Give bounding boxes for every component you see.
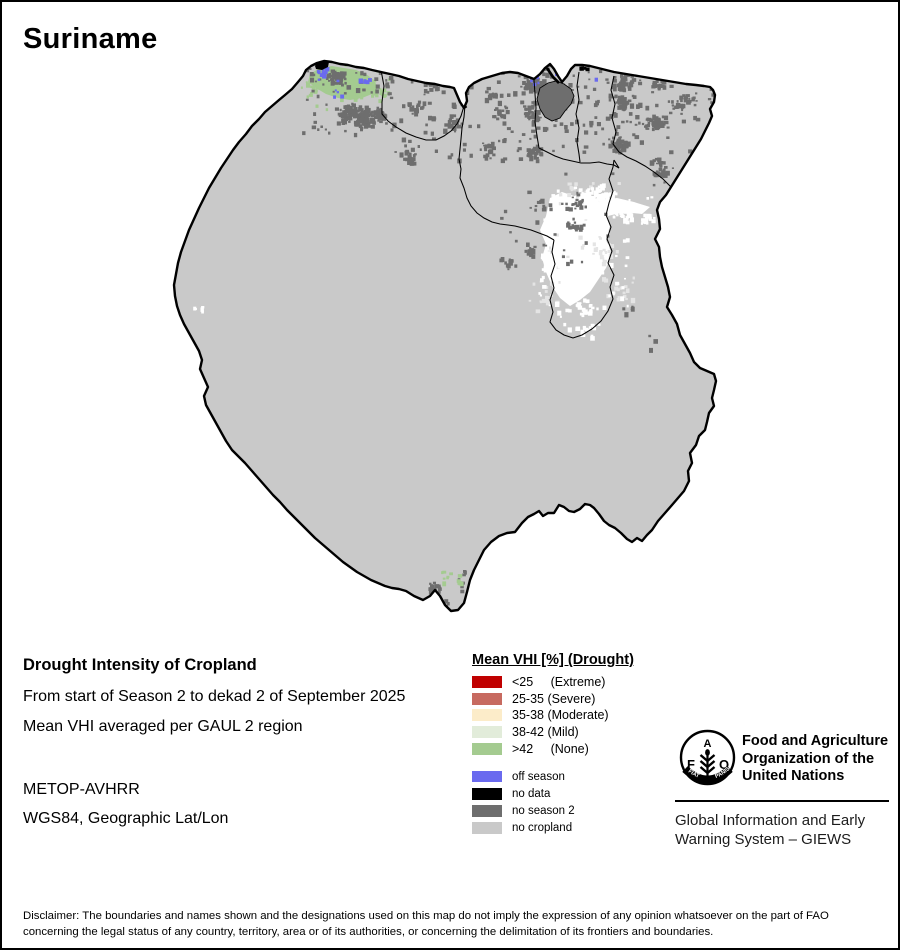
district-boundaries	[380, 69, 680, 339]
district-boundary-line	[533, 79, 540, 149]
legend-swatch	[472, 709, 502, 722]
fao-logo-icon: A F O FIAT PANIS	[679, 729, 736, 786]
legend-swatch	[472, 676, 502, 689]
legend-row: 38-42 (Mild)	[472, 724, 634, 741]
legend-row: 35-38 (Moderate)	[472, 707, 634, 724]
disclaimer-line2: concerning the legal status of any count…	[23, 926, 714, 939]
map-aggregation: Mean VHI averaged per GAUL 2 region	[23, 718, 303, 735]
district-boundary-line	[575, 71, 581, 163]
district-boundary-line	[610, 75, 680, 195]
legend-label: no cropland	[512, 822, 573, 835]
legend-label: off season	[512, 770, 565, 783]
sensor-label: METOP-AVHRR	[23, 781, 140, 798]
fao-letter-a: A	[704, 738, 712, 750]
fao-logo-ring	[679, 729, 736, 786]
legend-row: >42 (None)	[472, 740, 634, 757]
no-season2-speckles	[302, 61, 716, 611]
map-subtitle: Drought Intensity of Cropland	[23, 656, 257, 674]
wheat-ear-icon	[699, 749, 716, 776]
legend-swatch	[472, 822, 502, 834]
legend-other-classes: off season no data no season 2 no cropland	[472, 768, 634, 837]
district-boundary-line	[538, 147, 620, 169]
legend-label: >42 (None)	[512, 741, 589, 756]
fao-logo-ring-bottom	[682, 765, 733, 784]
district-boundary-line	[458, 104, 555, 241]
legend-swatch	[472, 692, 502, 705]
country-fill	[174, 61, 716, 611]
legend-label: 35-38 (Moderate)	[512, 708, 609, 723]
legend-label: no season 2	[512, 804, 575, 817]
disclaimer: Disclaimer: The boundaries and names sho…	[23, 908, 879, 940]
legend-label: <25 (Extreme)	[512, 675, 606, 690]
legend-drought-classes: <25 (Extreme) 25-35 (Severe) 35-38 (Modera…	[472, 674, 634, 757]
disclaimer-line1: Disclaimer: The boundaries and names sho…	[23, 910, 829, 922]
giews-label: Global Information and Early Warning Sys…	[675, 812, 866, 848]
fao-letter-f: F	[687, 757, 695, 772]
legend-swatch	[472, 770, 502, 783]
legend-swatch	[472, 726, 502, 739]
legend-row: <25 (Extreme)	[472, 674, 634, 691]
legend-row: off season	[472, 768, 634, 785]
footer-divider	[675, 800, 889, 803]
legend-swatch	[472, 805, 502, 817]
no-value-speckles	[193, 182, 656, 341]
fao-org-name: Food and Agriculture Organization of the…	[742, 733, 889, 784]
legend-row: no season 2	[472, 802, 634, 819]
projection-label: WGS84, Geographic Lat/Lon	[23, 810, 229, 827]
legend: Mean VHI [%] (Drought) <25 (Extreme) 25-3…	[472, 652, 634, 837]
district-boundary-line	[380, 69, 466, 141]
legend-row: no data	[472, 785, 634, 802]
fao-letter-o: O	[719, 757, 729, 772]
page-title: Suriname	[23, 23, 158, 55]
legend-title: Mean VHI [%] (Drought)	[472, 652, 634, 668]
legend-row: 25-35 (Severe)	[472, 691, 634, 708]
suriname-river-estuary	[545, 67, 560, 84]
fao-motto-fiat: FIAT	[687, 768, 701, 779]
map-feature-layer	[193, 61, 716, 611]
legend-swatch	[472, 788, 502, 800]
map-period: From start of Season 2 to dekad 2 of Sep…	[23, 688, 406, 705]
district-boundary-line	[549, 159, 615, 339]
legend-label: no data	[512, 787, 551, 800]
legend-label: 38-42 (Mild)	[512, 725, 579, 740]
legend-label: 25-35 (Severe)	[512, 691, 596, 706]
legend-swatch	[472, 742, 502, 755]
legend-row: no cropland	[472, 820, 634, 837]
